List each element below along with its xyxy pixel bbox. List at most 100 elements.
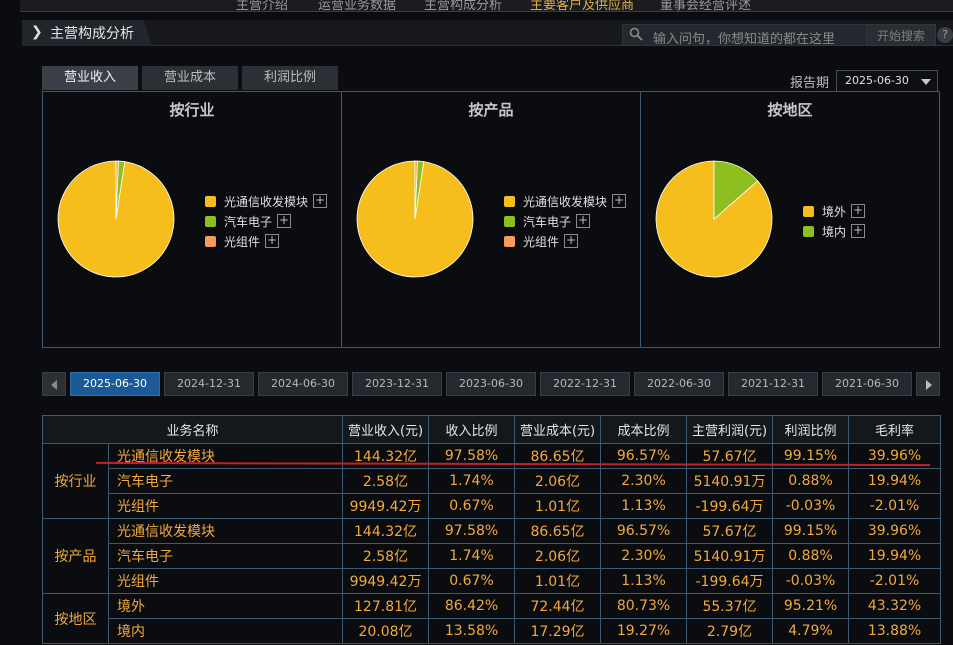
panel-product: 按产品 光通信收发模块 + 汽车电子 + 光组件 +	[342, 92, 641, 347]
date-tab[interactable]: 2021-12-31	[728, 372, 818, 396]
tab-cost[interactable]: 营业成本	[142, 66, 238, 90]
nav-item[interactable]: 主营介绍	[236, 0, 289, 12]
tab-revenue[interactable]: 营业收入	[42, 66, 138, 90]
column-header[interactable]: 毛利率	[848, 415, 942, 444]
legend-label: 光通信收发模块	[224, 195, 309, 209]
chevron-down-icon	[921, 79, 931, 85]
legend-swatch	[205, 236, 216, 247]
expand-plus-icon[interactable]: +	[851, 223, 865, 238]
expand-plus-icon[interactable]: +	[313, 193, 327, 208]
group-label: 按产品	[42, 518, 109, 594]
value-cell: 2.06亿	[514, 468, 602, 494]
value-cell: 4.79%	[772, 618, 850, 644]
column-header[interactable]: 利润比例	[772, 415, 850, 444]
expand-plus-icon[interactable]: +	[576, 213, 590, 228]
column-header[interactable]: 收入比例	[428, 415, 516, 444]
date-tab[interactable]: 2021-06-30	[822, 372, 912, 396]
search-input[interactable]: 输入问句，你想知道的都在这里	[622, 24, 882, 47]
value-cell: 13.58%	[428, 618, 516, 644]
value-cell: 0.88%	[772, 543, 850, 569]
expand-plus-icon[interactable]: +	[265, 233, 279, 248]
table-row[interactable]: 境内 20.08亿 13.58% 17.29亿 19.27% 2.79亿 4.79% 13.8…	[43, 618, 942, 644]
panel-region: 按地区 境外 + 境内 +	[641, 92, 939, 347]
value-cell: -2.01%	[848, 493, 942, 519]
business-name-cell[interactable]: 光通信收发模块	[107, 443, 344, 469]
value-cell: 86.42%	[428, 593, 516, 619]
search-button[interactable]: 开始搜索	[866, 24, 936, 46]
date-tab[interactable]: 2022-06-30	[634, 372, 724, 396]
table-row[interactable]: 按产品 光通信收发模块 144.32亿 97.58% 86.65亿 96.57% 57.67…	[42, 518, 942, 594]
pie-slice-2[interactable]	[713, 160, 759, 220]
value-cell: 72.44亿	[514, 593, 602, 619]
column-header[interactable]: 主营利润(元)	[686, 415, 774, 444]
column-header[interactable]: 成本比例	[600, 415, 688, 444]
business-name-cell[interactable]: 光组件	[107, 493, 344, 519]
business-name-cell[interactable]: 光组件	[107, 568, 344, 594]
pie-chart-region	[655, 160, 773, 278]
table-body: 按行业 光通信收发模块 144.32亿 97.58% 86.65亿 96.57% 57.67…	[42, 443, 942, 644]
value-cell: -2.01%	[848, 568, 942, 594]
group-label: 按地区	[42, 593, 109, 644]
table-row[interactable]: 光组件 9949.42万 0.67% 1.01亿 1.13% -199.64万 -0.03%…	[43, 493, 942, 519]
expand-plus-icon[interactable]: +	[277, 213, 291, 228]
table-row[interactable]: 按地区 境外 127.81亿 86.42% 72.44亿 80.73% 55.37亿 95.2…	[42, 593, 942, 644]
business-name-cell[interactable]: 汽车电子	[107, 543, 344, 569]
date-tab[interactable]: 2023-06-30	[446, 372, 536, 396]
nav-item[interactable]: 主营构成分析	[424, 0, 503, 12]
date-tab[interactable]: 2024-06-30	[258, 372, 348, 396]
composition-table: 业务名称 营业收入(元) 收入比例 营业成本(元) 成本比例 主营利润(元) 利…	[41, 415, 942, 644]
business-name-cell[interactable]: 境内	[107, 618, 344, 644]
legend-swatch	[504, 216, 515, 227]
column-header[interactable]: 营业收入(元)	[342, 415, 430, 444]
table-row[interactable]: 汽车电子 2.58亿 1.74% 2.06亿 2.30% 5140.91万 0.88% 19.…	[43, 468, 942, 494]
value-cell: 19.94%	[848, 543, 942, 569]
search-placeholder: 输入问句，你想知道的都在这里	[653, 32, 836, 47]
report-period-select[interactable]: 2025-06-30	[836, 70, 938, 92]
expand-plus-icon[interactable]: +	[851, 203, 865, 218]
value-cell: 19.94%	[848, 468, 942, 494]
panel-title: 按产品	[468, 101, 514, 119]
legend-label: 光通信收发模块	[523, 195, 608, 209]
value-cell: 2.58亿	[342, 543, 430, 569]
panel-title: 按地区	[767, 101, 813, 119]
tab-profit-ratio[interactable]: 利润比例	[242, 66, 338, 90]
value-cell: 1.13%	[600, 568, 688, 594]
date-next-button[interactable]	[916, 372, 940, 396]
pie-slice-3[interactable]	[115, 160, 119, 220]
business-name-cell[interactable]: 光通信收发模块	[107, 518, 344, 544]
date-prev-button[interactable]	[42, 372, 66, 396]
value-cell: 1.74%	[428, 468, 516, 494]
nav-item[interactable]: 董事会经营评述	[660, 0, 752, 12]
date-tab[interactable]: 2022-12-31	[540, 372, 630, 396]
legend-swatch	[504, 236, 515, 247]
business-name-cell[interactable]: 汽车电子	[107, 468, 344, 494]
value-cell: 97.58%	[428, 518, 516, 544]
date-tab[interactable]: 2023-12-31	[352, 372, 442, 396]
legend-label: 汽车电子	[224, 215, 273, 229]
column-header[interactable]: 营业成本(元)	[514, 415, 602, 444]
expand-plus-icon[interactable]: +	[564, 233, 578, 248]
legend-label: 境外	[822, 205, 847, 219]
pie-charts-panel: 按行业 光通信收发模块 + 汽车电子 + 光组件 + 按产品 光通信收发模块 + 汽车电…	[42, 91, 940, 348]
value-cell: -0.03%	[772, 493, 850, 519]
help-icon[interactable]: ?	[937, 27, 953, 43]
panel-title: 按行业	[169, 101, 215, 119]
legend-label: 光组件	[523, 235, 560, 249]
date-tab[interactable]: 2024-12-31	[164, 372, 254, 396]
legend-swatch	[803, 206, 814, 217]
expand-plus-icon[interactable]: +	[612, 193, 626, 208]
date-tab[interactable]: 2025-06-30	[70, 372, 160, 396]
arrow-right-icon	[926, 380, 932, 390]
value-cell: -199.64万	[686, 568, 774, 594]
nav-item-active[interactable]: 主要客户及供应商	[530, 0, 635, 12]
report-period-value: 2025-06-30	[845, 74, 909, 87]
business-name-cell[interactable]: 境外	[107, 593, 344, 619]
value-cell: 86.65亿	[514, 518, 602, 544]
value-cell: 99.15%	[772, 518, 850, 544]
legend-label: 光组件	[224, 235, 261, 249]
table-row[interactable]: 汽车电子 2.58亿 1.74% 2.06亿 2.30% 5140.91万 0.88% 19.…	[43, 543, 942, 569]
table-row[interactable]: 光组件 9949.42万 0.67% 1.01亿 1.13% -199.64万 -0.03%…	[43, 568, 942, 594]
value-cell: 1.74%	[428, 543, 516, 569]
nav-item[interactable]: 运营业务数据	[318, 0, 397, 12]
pie-slice-3[interactable]	[414, 160, 418, 220]
